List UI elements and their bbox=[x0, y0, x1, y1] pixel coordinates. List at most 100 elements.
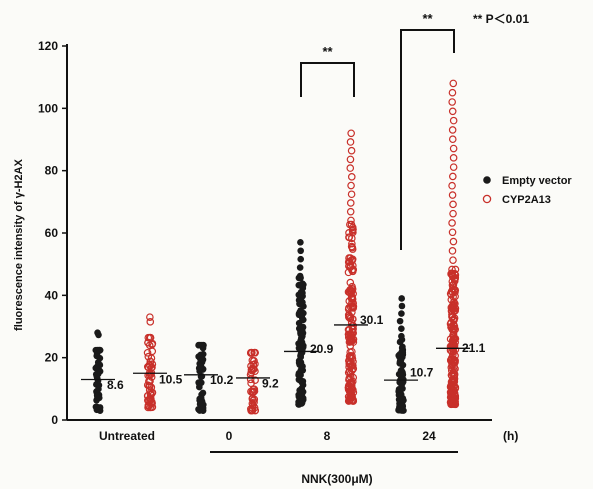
data-point bbox=[398, 302, 406, 310]
data-point bbox=[450, 322, 459, 331]
data-point bbox=[296, 272, 304, 280]
data-point bbox=[348, 295, 357, 303]
data-point bbox=[96, 354, 104, 362]
legend-label-empty-vector: Empty vector bbox=[502, 175, 572, 187]
data-point bbox=[399, 402, 406, 409]
data-point bbox=[345, 396, 354, 405]
data-point bbox=[345, 233, 354, 241]
data-point bbox=[447, 397, 456, 406]
data-point bbox=[348, 328, 357, 336]
mean-value-label: 10.5 bbox=[159, 372, 183, 386]
data-point bbox=[145, 341, 154, 350]
data-point bbox=[449, 163, 458, 171]
data-point bbox=[451, 392, 460, 400]
data-point bbox=[296, 310, 303, 318]
data-point bbox=[146, 390, 155, 399]
mean-lines bbox=[81, 324, 470, 381]
data-point bbox=[347, 129, 355, 138]
data-point bbox=[448, 191, 457, 199]
data-point bbox=[448, 135, 457, 144]
data-point bbox=[143, 348, 152, 357]
data-point bbox=[297, 352, 304, 360]
data-point bbox=[298, 399, 306, 407]
data-point bbox=[448, 265, 456, 274]
y-tick-label: 40 bbox=[45, 288, 59, 302]
data-point bbox=[346, 199, 355, 207]
data-point bbox=[398, 295, 405, 302]
data-point bbox=[398, 310, 405, 317]
y-tick-label: 100 bbox=[38, 101, 58, 115]
data-point bbox=[300, 316, 307, 324]
data-point bbox=[448, 380, 456, 389]
data-point bbox=[349, 388, 358, 397]
data-point bbox=[144, 396, 152, 405]
data-point bbox=[300, 342, 307, 349]
data-point bbox=[398, 381, 405, 389]
legend-marker-cyp2a13 bbox=[482, 194, 492, 204]
data-point bbox=[347, 353, 355, 362]
x-group-label: 8 bbox=[324, 429, 331, 443]
data-point bbox=[449, 116, 458, 125]
data-point bbox=[346, 138, 355, 146]
data-point bbox=[347, 216, 355, 225]
significance-star: ** bbox=[422, 11, 433, 26]
data-point bbox=[347, 173, 356, 181]
x-group-label: Untreated bbox=[99, 429, 155, 443]
data-point bbox=[96, 404, 104, 411]
data-point bbox=[347, 146, 356, 155]
data-point bbox=[448, 219, 456, 227]
data-points bbox=[92, 79, 460, 415]
data-point bbox=[251, 348, 259, 357]
mean-value-label: 20.9 bbox=[310, 342, 334, 356]
significance-bracket bbox=[400, 29, 455, 53]
data-point bbox=[144, 352, 153, 361]
data-point bbox=[196, 383, 203, 391]
treatment-label: NNK(300μM) bbox=[301, 472, 372, 486]
data-point bbox=[450, 342, 458, 351]
data-point bbox=[344, 392, 353, 401]
data-point bbox=[449, 200, 457, 209]
data-point bbox=[94, 329, 101, 337]
data-point bbox=[449, 154, 458, 162]
data-point bbox=[345, 229, 353, 237]
data-point bbox=[449, 300, 458, 309]
significance-note: ** P＜0.01 bbox=[473, 12, 529, 26]
data-point bbox=[246, 349, 255, 357]
data-point bbox=[449, 79, 458, 88]
data-point bbox=[449, 209, 457, 218]
data-point bbox=[348, 266, 356, 274]
data-point bbox=[448, 126, 457, 134]
mean-value-label: 9.2 bbox=[262, 376, 279, 390]
legend: Empty vector CYP2A13 bbox=[482, 175, 572, 206]
significance-bracket bbox=[300, 62, 355, 97]
data-point bbox=[249, 385, 258, 393]
data-point bbox=[349, 338, 358, 346]
data-point bbox=[295, 371, 302, 379]
data-point bbox=[448, 98, 456, 106]
data-point bbox=[448, 228, 457, 237]
data-point bbox=[448, 107, 457, 116]
annotations: ** ** bbox=[300, 11, 455, 250]
data-point bbox=[247, 368, 255, 377]
data-point bbox=[297, 247, 304, 255]
data-point bbox=[449, 356, 458, 365]
data-point bbox=[297, 239, 304, 246]
y-tick-label: 80 bbox=[45, 164, 59, 178]
value-labels: 8.6 10.2 20.9 10.7 10.5 9.2 30.1 21.1 bbox=[107, 313, 486, 392]
mean-value-label: 30.1 bbox=[360, 313, 384, 327]
data-point bbox=[398, 407, 406, 414]
data-point bbox=[96, 346, 104, 354]
data-point bbox=[346, 164, 355, 172]
data-point bbox=[146, 382, 154, 390]
data-point bbox=[448, 247, 457, 255]
legend-marker-empty-vector bbox=[483, 176, 491, 184]
data-point bbox=[448, 181, 456, 190]
data-point bbox=[349, 361, 357, 370]
data-point bbox=[398, 366, 405, 374]
y-tick-label: 60 bbox=[45, 226, 59, 240]
data-point bbox=[346, 337, 355, 346]
data-point bbox=[398, 332, 405, 340]
data-point bbox=[451, 334, 460, 343]
data-point bbox=[448, 277, 457, 286]
